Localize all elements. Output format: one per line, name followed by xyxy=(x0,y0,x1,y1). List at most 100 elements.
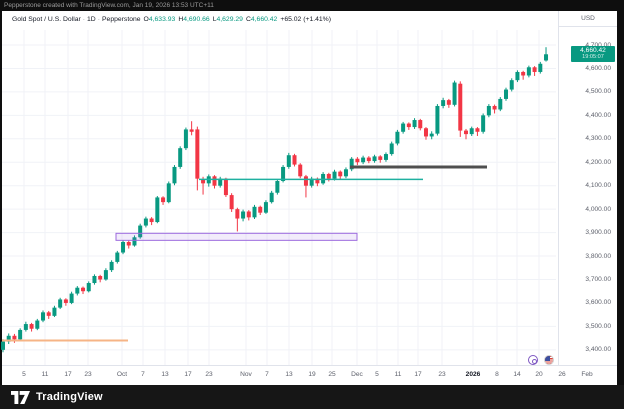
candle-body[interactable] xyxy=(121,241,126,253)
candle-body[interactable] xyxy=(361,157,366,163)
candle-body[interactable] xyxy=(138,225,143,238)
candle-body[interactable] xyxy=(46,312,51,316)
candle-body[interactable] xyxy=(521,71,526,76)
candle-body[interactable] xyxy=(515,71,520,81)
purple-zone-box[interactable] xyxy=(115,232,358,241)
candle-body[interactable] xyxy=(161,197,166,203)
candle-body[interactable] xyxy=(166,183,171,203)
price-axis[interactable]: USD 4,700.00 4,600.00 4,500.00 4,400.00 4,30… xyxy=(558,11,617,365)
candle-body[interactable] xyxy=(126,241,131,246)
candle-body[interactable] xyxy=(315,178,320,184)
economic-event-icon[interactable] xyxy=(528,355,538,365)
candle-body[interactable] xyxy=(326,173,331,179)
candle-body[interactable] xyxy=(446,100,451,105)
candle-body[interactable] xyxy=(544,54,549,61)
candle-body[interactable] xyxy=(58,299,63,308)
candle-body[interactable] xyxy=(504,89,509,99)
candle-body[interactable] xyxy=(526,67,531,76)
candle-body[interactable] xyxy=(292,155,297,165)
candle-body[interactable] xyxy=(481,115,486,132)
candle-body[interactable] xyxy=(155,197,160,223)
candle-body[interactable] xyxy=(35,320,40,329)
candle-body[interactable] xyxy=(52,307,57,316)
candle-body[interactable] xyxy=(383,154,388,160)
candle-body[interactable] xyxy=(212,176,217,186)
candle-body[interactable] xyxy=(12,335,17,340)
candle-body[interactable] xyxy=(406,123,411,128)
candle-body[interactable] xyxy=(109,261,114,271)
candle-body[interactable] xyxy=(86,283,91,292)
candle-body[interactable] xyxy=(475,128,480,132)
candle-body[interactable] xyxy=(486,105,491,116)
candle-body[interactable] xyxy=(498,98,503,110)
candle-body[interactable] xyxy=(229,195,234,210)
candle-body[interactable] xyxy=(366,157,371,162)
candle-body[interactable] xyxy=(75,287,80,294)
candle-body[interactable] xyxy=(69,293,74,303)
candle-body[interactable] xyxy=(441,100,446,106)
candle-body[interactable] xyxy=(281,166,286,182)
candle-body[interactable] xyxy=(143,218,148,226)
candle-body[interactable] xyxy=(98,275,103,280)
candle-body[interactable] xyxy=(412,120,417,128)
candle-body[interactable] xyxy=(23,324,28,330)
candle-body[interactable] xyxy=(463,130,468,135)
candle-body[interactable] xyxy=(286,155,291,167)
candle-body[interactable] xyxy=(492,105,497,110)
candle-body[interactable] xyxy=(252,206,257,218)
candle-body[interactable] xyxy=(435,105,440,134)
candle-body[interactable] xyxy=(343,169,348,177)
tradingview-logo[interactable] xyxy=(11,390,30,404)
candle-body[interactable] xyxy=(355,158,360,163)
candle-body[interactable] xyxy=(246,211,251,218)
candle-body[interactable] xyxy=(258,206,263,213)
candle-body[interactable] xyxy=(309,178,314,186)
candle-body[interactable] xyxy=(389,143,394,155)
candle-body[interactable] xyxy=(218,178,223,186)
candle-body[interactable] xyxy=(29,324,34,329)
candle-body[interactable] xyxy=(401,123,406,132)
candle-body[interactable] xyxy=(132,237,137,246)
candle-body[interactable] xyxy=(223,178,228,196)
symbol-name[interactable]: Gold Spot / U.S. Dollar xyxy=(12,16,81,23)
candle-body[interactable] xyxy=(509,80,514,90)
candle-body[interactable] xyxy=(349,158,354,170)
candle-body[interactable] xyxy=(532,67,537,72)
candle-body[interactable] xyxy=(241,211,246,219)
candle-body[interactable] xyxy=(81,287,86,292)
candle-body[interactable] xyxy=(378,156,383,160)
candle-body[interactable] xyxy=(303,176,308,186)
candle-body[interactable] xyxy=(275,181,280,193)
candle-body[interactable] xyxy=(418,120,423,129)
candle-body[interactable] xyxy=(429,133,434,137)
brand-name[interactable]: TradingView xyxy=(36,391,103,403)
candle-body[interactable] xyxy=(189,129,194,132)
timeframe-label[interactable]: 1D xyxy=(87,16,96,23)
candle-body[interactable] xyxy=(263,202,268,213)
candle-body[interactable] xyxy=(183,129,188,149)
candle-body[interactable] xyxy=(269,192,274,203)
candle-body[interactable] xyxy=(195,129,200,179)
candle-body[interactable] xyxy=(172,166,177,184)
candle-body[interactable] xyxy=(18,329,23,340)
us-flag-icon[interactable] xyxy=(544,355,554,365)
candle-body[interactable] xyxy=(178,148,183,167)
symbol-legend[interactable]: Gold Spot / U.S. Dollar · 1D · Pepperstone O4… xyxy=(12,16,331,23)
candle-body[interactable] xyxy=(423,128,428,137)
candle-body[interactable] xyxy=(6,335,11,342)
candle-body[interactable] xyxy=(372,156,377,162)
candle-body[interactable] xyxy=(235,209,240,219)
candle-body[interactable] xyxy=(458,83,463,131)
candle-body[interactable] xyxy=(41,312,46,321)
candle-body[interactable] xyxy=(395,131,400,144)
candle-body[interactable] xyxy=(149,218,154,223)
time-axis[interactable]: 5 11 17 23 Oct 7 13 17 23 Nov 7 13 19 25 Dec 5 11 17 23 202… xyxy=(2,365,617,385)
candle-body[interactable] xyxy=(201,179,206,184)
candle-body[interactable] xyxy=(63,299,68,303)
candle-body[interactable] xyxy=(103,270,108,280)
candle-body[interactable] xyxy=(298,164,303,177)
candle-body[interactable] xyxy=(92,275,97,284)
candle-body[interactable] xyxy=(452,82,457,105)
candle-body[interactable] xyxy=(338,171,343,177)
